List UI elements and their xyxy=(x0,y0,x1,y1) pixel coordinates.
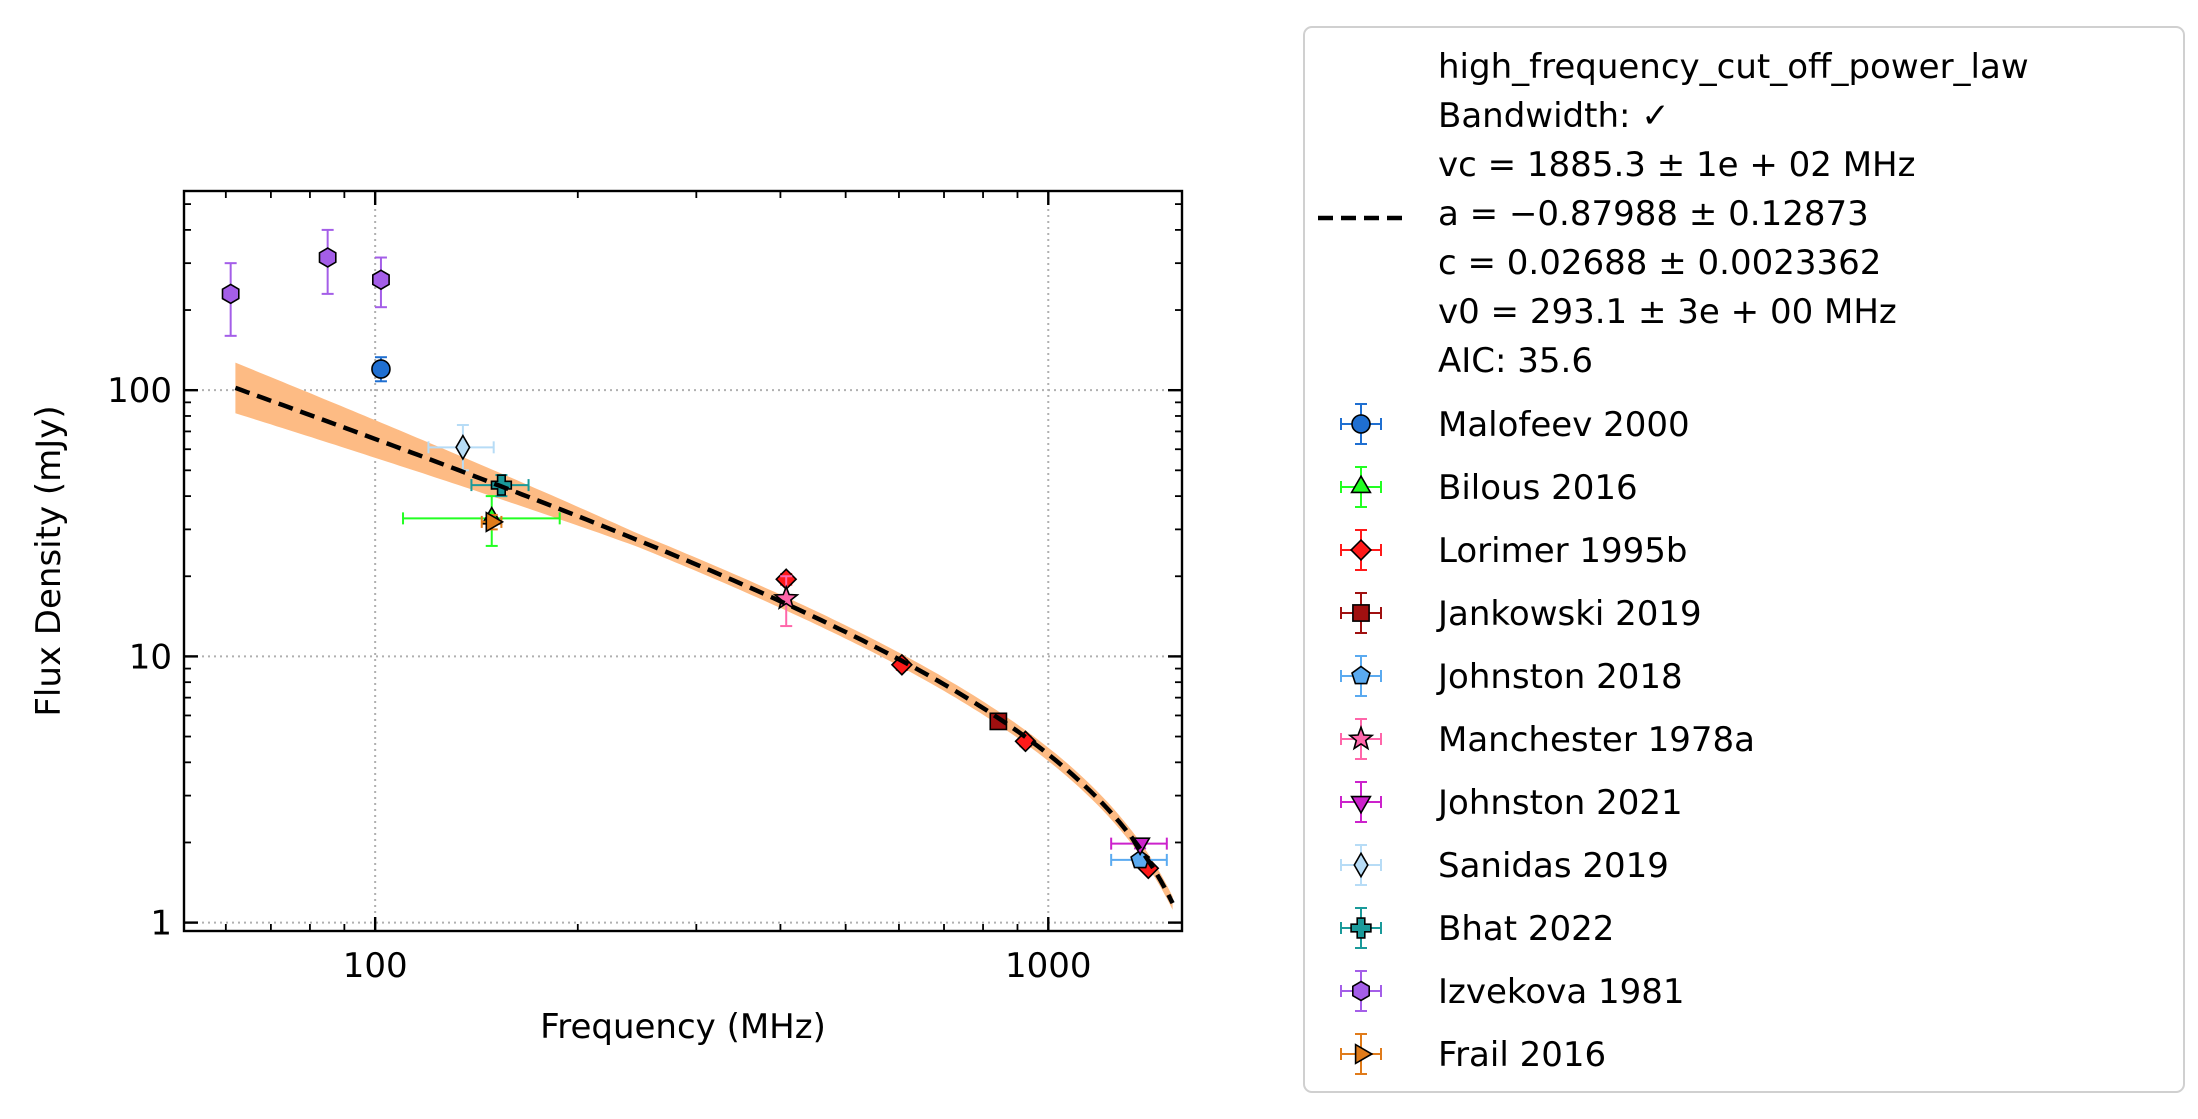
legend: high_frequency_cut_off_power_law Bandwid… xyxy=(1303,26,2185,1093)
fit-uncertainty-band xyxy=(235,362,1173,910)
x-tick-label: 1000 xyxy=(1005,946,1092,986)
fit-line xyxy=(234,385,1175,905)
legend-fit-line-0: high_frequency_cut_off_power_law xyxy=(1438,47,2029,87)
legend-label-4: Johnston 2018 xyxy=(1436,657,1683,697)
legend-symbol xyxy=(1351,665,1371,685)
series-5 xyxy=(772,575,800,628)
data-point xyxy=(371,269,390,291)
legend-fit-line-5: v0 = 293.1 ± 3e + 00 MHz xyxy=(1438,292,1897,332)
y-tick-label: 1 xyxy=(150,904,172,944)
x-axis-title: Frequency (MHz) xyxy=(540,1007,826,1047)
legend-symbol xyxy=(1349,538,1373,562)
legend-marker-3 xyxy=(1340,592,1382,634)
legend-marker-6 xyxy=(1340,781,1382,823)
legend-marker-0 xyxy=(1340,403,1382,445)
legend-marker-8 xyxy=(1340,907,1382,949)
legend-fit-line-2: vc = 1885.3 ± 1e + 02 MHz xyxy=(1438,145,1915,185)
data-point xyxy=(485,511,505,533)
legend-label-10: Frail 2016 xyxy=(1438,1035,1606,1075)
legend-label-1: Bilous 2016 xyxy=(1438,468,1638,508)
data-point xyxy=(455,433,471,461)
y-tick-label: 10 xyxy=(129,637,172,677)
legend-marker-1 xyxy=(1340,466,1382,508)
legend-label-8: Bhat 2022 xyxy=(1438,909,1614,949)
legend-symbol xyxy=(1350,474,1372,494)
legend-label-2: Lorimer 1995b xyxy=(1438,531,1688,571)
legend-label-3: Jankowski 2019 xyxy=(1436,594,1702,634)
legend-fit-entry: high_frequency_cut_off_power_law Bandwid… xyxy=(1318,47,2029,381)
legend-fit-line-4: c = 0.02688 ± 0.0023362 xyxy=(1438,243,1881,283)
legend-symbol xyxy=(1354,1043,1374,1065)
legend-fit-line-6: AIC: 35.6 xyxy=(1438,341,1593,381)
grid xyxy=(184,191,1182,931)
legend-fit-line-3: a = −0.87988 ± 0.12873 xyxy=(1438,194,1869,234)
legend-symbol xyxy=(1350,795,1372,815)
legend-marker-9 xyxy=(1340,970,1382,1012)
legend-marker-7 xyxy=(1340,844,1382,886)
legend-marker-5 xyxy=(1340,718,1382,760)
legend-label-0: Malofeev 2000 xyxy=(1438,405,1690,445)
y-axis-title: Flux Density (mJy) xyxy=(29,405,69,716)
fit-line-group xyxy=(234,385,1175,905)
axis-ticks xyxy=(184,191,1182,931)
legend-fit-line-1: Bandwidth: ✓ xyxy=(1438,96,1670,136)
data-points xyxy=(221,228,1168,880)
legend-symbol xyxy=(1351,414,1371,434)
tick-labels: 100 1000 1 10 100 xyxy=(107,371,1091,986)
legend-marker-10 xyxy=(1340,1033,1382,1075)
legend-label-7: Sanidas 2019 xyxy=(1438,846,1669,886)
series-10 xyxy=(480,511,505,533)
series-7 xyxy=(427,423,495,472)
series-0 xyxy=(371,356,391,383)
legend-markers xyxy=(1340,403,1382,1075)
series-4 xyxy=(1110,849,1168,869)
plot-frame xyxy=(182,189,1184,933)
legend-symbol xyxy=(1350,917,1372,939)
legend-symbol xyxy=(1352,604,1370,622)
data-point xyxy=(1014,730,1037,753)
data-point xyxy=(371,359,391,379)
legend-label-9: Izvekova 1981 xyxy=(1438,972,1684,1012)
data-point xyxy=(318,247,337,268)
legend-marker-2 xyxy=(1340,529,1382,571)
x-tick-label: 100 xyxy=(343,946,408,986)
legend-symbol xyxy=(1347,725,1375,751)
series-9 xyxy=(221,228,390,337)
legend-label-6: Johnston 2021 xyxy=(1436,783,1683,823)
legend-symbol xyxy=(1353,851,1369,879)
data-point xyxy=(772,584,800,610)
legend-marker-4 xyxy=(1340,655,1382,697)
legend-label-5: Manchester 1978a xyxy=(1438,720,1755,760)
y-tick-label: 100 xyxy=(107,371,172,411)
data-point xyxy=(221,283,240,305)
legend-box xyxy=(1303,26,2185,1093)
legend-symbol xyxy=(1352,980,1370,1002)
fit-band-group xyxy=(235,362,1173,910)
